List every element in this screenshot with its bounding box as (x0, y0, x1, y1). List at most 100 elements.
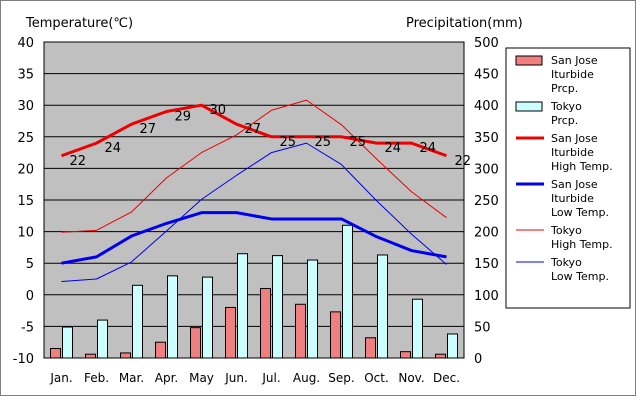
precip-bar (307, 259, 318, 359)
x-tick-label: Feb. (84, 371, 109, 385)
y2-tick-label: 300 (474, 162, 499, 177)
y1-axis-label: Temperature(℃) (25, 16, 133, 31)
y2-tick-label: 450 (474, 68, 499, 83)
y2-tick-label: 400 (474, 99, 499, 114)
data-label: 25 (280, 135, 297, 150)
x-tick-label: Mar. (119, 371, 144, 385)
y1-tick-label: -5 (21, 320, 34, 335)
data-label: 22 (455, 154, 472, 169)
legend-swatch (515, 55, 543, 66)
x-tick-label: Jun. (224, 371, 248, 385)
precip-bar (272, 255, 283, 359)
legend-label: High Temp. (551, 160, 613, 173)
precip-bar (260, 287, 271, 359)
data-label: 30 (210, 103, 227, 118)
temp-line (61, 211, 447, 265)
legend-label: Tokyo (550, 224, 582, 237)
y2-tick-label: 100 (474, 289, 499, 304)
y1-tick-label: 15 (17, 194, 34, 209)
precip-bar (120, 352, 131, 359)
legend-label: Iturbide (551, 192, 594, 205)
precip-bar (435, 353, 446, 359)
data-label: 24 (420, 141, 437, 156)
y2-tick-label: 200 (474, 226, 499, 241)
y2-tick-label: 150 (474, 257, 499, 272)
precip-bar (295, 303, 306, 359)
precip-bar (365, 337, 376, 359)
x-tick-label: Sep. (328, 371, 354, 385)
precip-bar (342, 224, 353, 359)
legend-label: Iturbide (551, 68, 594, 81)
x-tick-label: Oct. (364, 371, 389, 385)
precip-bar (330, 311, 341, 359)
data-label: 22 (70, 154, 87, 169)
x-tick-label: Jan. (49, 371, 72, 385)
data-label: 24 (385, 141, 402, 156)
y1-tick-label: 5 (26, 257, 34, 272)
legend-box (505, 47, 631, 309)
precip-bar (202, 276, 213, 359)
precip-bar (97, 319, 108, 359)
precip-bar (85, 353, 96, 359)
y2-tick-label: 350 (474, 131, 499, 146)
x-tick-label: Aug. (293, 371, 320, 385)
precip-bar (447, 333, 458, 359)
data-labels: 22 24 27 29 30 27 25 25 25 24 24 22 (70, 103, 472, 169)
y1-tick-label: 25 (17, 131, 34, 146)
y1-tick-label: 20 (17, 162, 34, 177)
data-label: 29 (175, 110, 192, 125)
y2-tick-label: 50 (474, 320, 491, 335)
precip-bar (225, 306, 236, 359)
axes: 4035302520151050-5-105004504003503002502… (13, 36, 499, 385)
y1-tick-label: 35 (17, 68, 34, 83)
grid (44, 73, 464, 327)
legend-label: San Jose (551, 54, 598, 67)
data-label: 24 (105, 141, 122, 156)
legend-label: San Jose (551, 178, 598, 191)
legend-label: Low Temp. (551, 206, 609, 219)
legend-label: Prcp. (551, 82, 578, 95)
precip-bar (190, 327, 201, 359)
precip-bar (155, 341, 166, 359)
y1-tick-label: 0 (26, 289, 34, 304)
temp-line (60, 103, 448, 158)
y2-tick-label: 250 (474, 194, 499, 209)
precip-bar (50, 348, 61, 359)
precip-bar (237, 253, 248, 359)
data-label: 25 (350, 135, 367, 150)
x-tick-label: Nov. (398, 371, 424, 385)
legend-label: Low Temp. (551, 270, 609, 283)
x-tick-label: Dec. (433, 371, 460, 385)
legend-label: Tokyo (550, 100, 582, 113)
y2-axis-label: Precipitation(mm) (406, 16, 523, 31)
legend-label: Prcp. (551, 114, 578, 127)
x-tick-label: Jul. (261, 371, 280, 385)
data-label: 27 (245, 122, 262, 137)
legend-label: Tokyo (550, 256, 582, 269)
precip-bar (412, 298, 423, 359)
bars (50, 224, 458, 359)
y1-tick-label: 10 (17, 226, 34, 241)
y2-tick-label: 0 (474, 352, 482, 367)
legend-swatch (515, 101, 543, 112)
temp-line (61, 99, 447, 233)
precip-bar (167, 275, 178, 359)
y1-tick-label: 30 (17, 99, 34, 114)
precip-bar (132, 284, 143, 359)
data-label: 27 (140, 122, 157, 137)
y2-tick-label: 500 (474, 36, 499, 51)
legend-label: High Temp. (551, 238, 613, 251)
x-tick-label: Apr. (155, 371, 178, 385)
legend-label: Iturbide (551, 146, 594, 159)
lines (60, 99, 448, 283)
data-label: 25 (315, 135, 332, 150)
precip-bar (377, 254, 388, 359)
y1-tick-label: 40 (17, 36, 34, 51)
y1-tick-label: -10 (13, 352, 34, 367)
x-tick-label: May (189, 371, 214, 385)
precip-bar (62, 326, 73, 359)
temp-line (61, 142, 447, 283)
